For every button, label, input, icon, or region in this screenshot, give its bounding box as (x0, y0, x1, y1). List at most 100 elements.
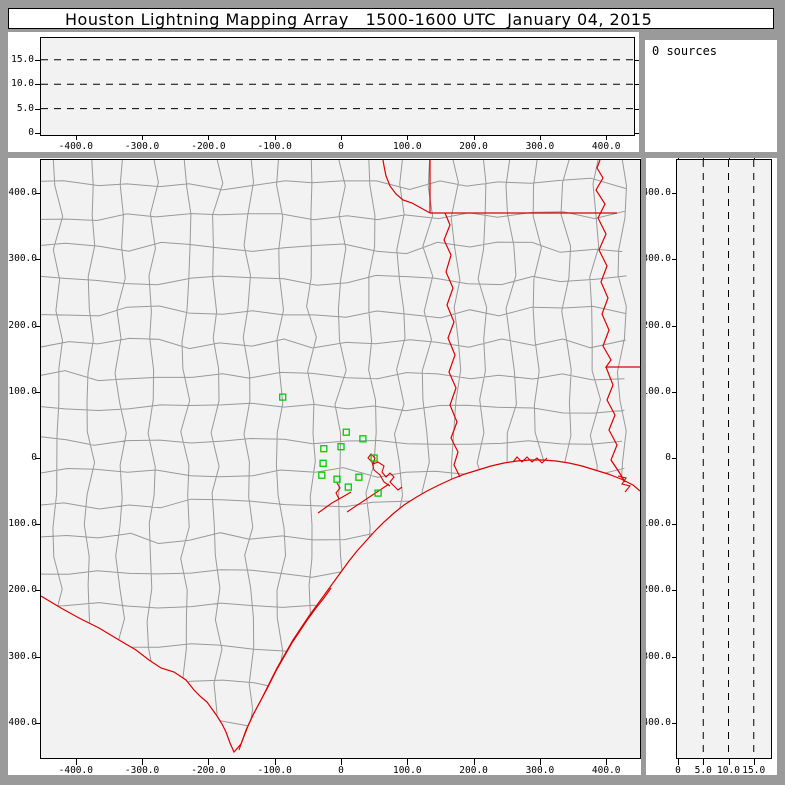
axis-tick-label: -100.0 (646, 518, 671, 530)
axis-tick (703, 759, 705, 765)
axis-tick-label: 100.0 (8, 385, 37, 397)
axis-tick (35, 84, 40, 86)
axis-tick (753, 759, 755, 765)
axis-tick-label: -400.0 (58, 765, 93, 775)
axis-tick-label: 0 (31, 452, 37, 463)
axis-tick-label: 300.0 (646, 253, 671, 265)
axis-tick-label: 100.0 (646, 385, 671, 397)
axis-tick (672, 193, 677, 195)
axis-tick-label: 300.0 (525, 141, 555, 152)
axis-tick (672, 458, 677, 459)
axis-tick (728, 158, 730, 160)
axis-tick (274, 135, 276, 140)
axis-tick-label: 400.0 (591, 141, 621, 152)
matagorda-bay (317, 482, 352, 514)
title-bar: Houston Lightning Mapping Array 1500-160… (8, 8, 774, 29)
red-river-border (382, 160, 431, 214)
axis-tick (142, 759, 144, 765)
lma-station-marker (318, 471, 326, 479)
axis-tick-label: -200.0 (191, 765, 226, 775)
altitude-dashed-gridlines-vertical (702, 160, 755, 758)
lma-station-marker (337, 443, 345, 451)
axis-tick (75, 135, 77, 140)
lma-station-marker (333, 475, 341, 483)
axis-tick (407, 759, 409, 765)
sabine-river-border (443, 212, 461, 478)
axis-tick (341, 759, 342, 765)
plan-view-map[interactable] (40, 159, 641, 759)
axis-tick-label: 0 (338, 141, 344, 152)
axis-tick (35, 325, 40, 327)
axis-tick (634, 59, 639, 61)
sources-count-label: 0 sources (652, 44, 718, 58)
axis-tick-label: 300.0 (8, 253, 37, 265)
axis-tick-label: 5.0 (16, 102, 34, 114)
axis-tick-label: 15.0 (742, 765, 766, 775)
altitude-vs-y-panel: 0 5.0 10.015.0 -400.0 -300.0 -200.0 -100.0 0 100… (646, 158, 777, 775)
padre-island-barrier (238, 587, 332, 751)
axis-tick (753, 158, 755, 160)
axis-tick-label: 400.0 (591, 765, 621, 775)
lma-station-marker (279, 393, 287, 401)
axis-tick-label: -200.0 (8, 584, 37, 596)
altitude-vs-y-plot[interactable] (676, 159, 772, 759)
axis-tick (35, 133, 40, 134)
axis-tick (35, 259, 40, 261)
axis-tick-label: 100.0 (392, 141, 422, 152)
axis-tick (473, 135, 475, 140)
axis-tick-label: 0 (665, 452, 671, 463)
lma-station-marker (374, 489, 382, 497)
lma-station-marker (344, 483, 352, 491)
axis-tick (672, 722, 677, 724)
axis-tick (539, 759, 541, 765)
axis-tick (672, 259, 677, 261)
axis-tick-label: -300.0 (646, 650, 671, 662)
axis-tick (208, 759, 210, 765)
axis-tick (634, 108, 639, 110)
axis-tick (728, 759, 730, 765)
axis-tick-label: -300.0 (124, 765, 160, 775)
lma-stations-layer (279, 393, 382, 497)
axis-tick (678, 158, 679, 160)
axis-tick (35, 524, 40, 526)
axis-tick-label: 0 (28, 127, 34, 138)
axis-tick (703, 158, 705, 160)
axis-tick (35, 193, 40, 195)
axis-tick (672, 656, 677, 658)
axis-tick-label: -300.0 (8, 650, 37, 662)
county-boundaries (41, 160, 628, 746)
axis-tick (473, 759, 475, 765)
altitude-vs-x-plot[interactable] (40, 37, 635, 136)
axis-tick (539, 135, 541, 140)
axis-tick (142, 135, 144, 140)
axis-tick (35, 108, 40, 110)
axis-tick-label: -100.0 (8, 518, 37, 530)
axis-tick-label: -400.0 (8, 716, 37, 728)
axis-tick-label: -300.0 (124, 141, 160, 152)
axis-tick (407, 135, 409, 140)
axis-tick (35, 59, 40, 61)
sources-counter-box: 0 sources (645, 40, 777, 152)
axis-tick-label: 200.0 (459, 141, 488, 152)
axis-tick-label: 10.0 (11, 78, 34, 90)
axis-tick (35, 458, 40, 459)
lma-station-marker (355, 473, 363, 481)
axis-tick-label: -400.0 (646, 716, 671, 728)
axis-tick-label: 15.0 (11, 53, 34, 65)
axis-tick (672, 590, 677, 592)
axis-tick (672, 391, 677, 393)
axis-tick-label: -200.0 (646, 584, 671, 596)
axis-tick-label: 100.0 (392, 765, 422, 775)
axis-tick-label: -200.0 (191, 141, 226, 152)
axis-tick-label: 400.0 (8, 187, 37, 199)
axis-tick-label: 300.0 (525, 765, 555, 775)
axis-tick-label: 10.0 (717, 765, 740, 775)
axis-tick-label: 0 (338, 765, 344, 775)
axis-tick (606, 135, 608, 140)
lma-station-marker (342, 428, 350, 436)
axis-tick (35, 656, 40, 658)
window-title: Houston Lightning Mapping Array 1500-160… (65, 10, 653, 29)
lma-station-marker (319, 459, 327, 467)
lma-station-marker (359, 435, 367, 443)
